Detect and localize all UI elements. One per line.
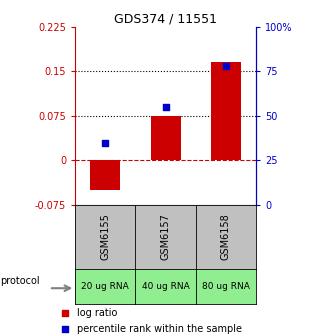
Point <box>223 64 228 69</box>
Text: protocol: protocol <box>0 276 40 286</box>
Bar <box>150 116 181 161</box>
Text: 40 ug RNA: 40 ug RNA <box>142 282 189 291</box>
Text: percentile rank within the sample: percentile rank within the sample <box>77 324 242 334</box>
Text: GSM6155: GSM6155 <box>100 213 110 260</box>
Text: GSM6158: GSM6158 <box>221 213 231 260</box>
Point <box>163 104 168 110</box>
Bar <box>90 161 120 190</box>
Text: log ratio: log ratio <box>77 308 117 318</box>
Point <box>62 326 68 332</box>
Text: 20 ug RNA: 20 ug RNA <box>82 282 129 291</box>
Text: GSM6157: GSM6157 <box>161 213 171 260</box>
Point <box>62 310 68 316</box>
Text: 80 ug RNA: 80 ug RNA <box>202 282 250 291</box>
Title: GDS374 / 11551: GDS374 / 11551 <box>114 13 217 26</box>
Point <box>103 140 108 145</box>
Bar <box>211 62 241 161</box>
